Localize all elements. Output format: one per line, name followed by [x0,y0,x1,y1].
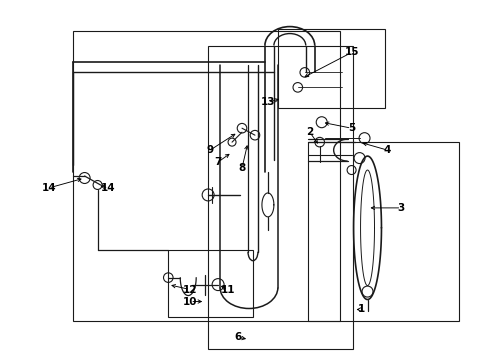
Text: 9: 9 [207,145,214,155]
Text: 13: 13 [261,97,275,107]
Text: 3: 3 [398,203,405,213]
Text: 2: 2 [306,127,314,137]
Text: 1: 1 [358,305,365,315]
Text: 4: 4 [384,145,391,155]
Text: 8: 8 [239,163,245,173]
Bar [73,31,340,321]
Text: 7: 7 [215,157,222,167]
Bar [278,28,386,108]
Bar [208,45,353,349]
Text: 10: 10 [183,297,197,306]
Bar [308,142,459,321]
Text: 6: 6 [234,332,242,342]
Bar [168,250,253,318]
Text: 14: 14 [101,183,116,193]
Text: 5: 5 [348,123,355,133]
Text: 15: 15 [344,48,359,58]
Text: 12: 12 [183,284,197,294]
Text: 14: 14 [42,183,56,193]
Text: 11: 11 [221,284,235,294]
